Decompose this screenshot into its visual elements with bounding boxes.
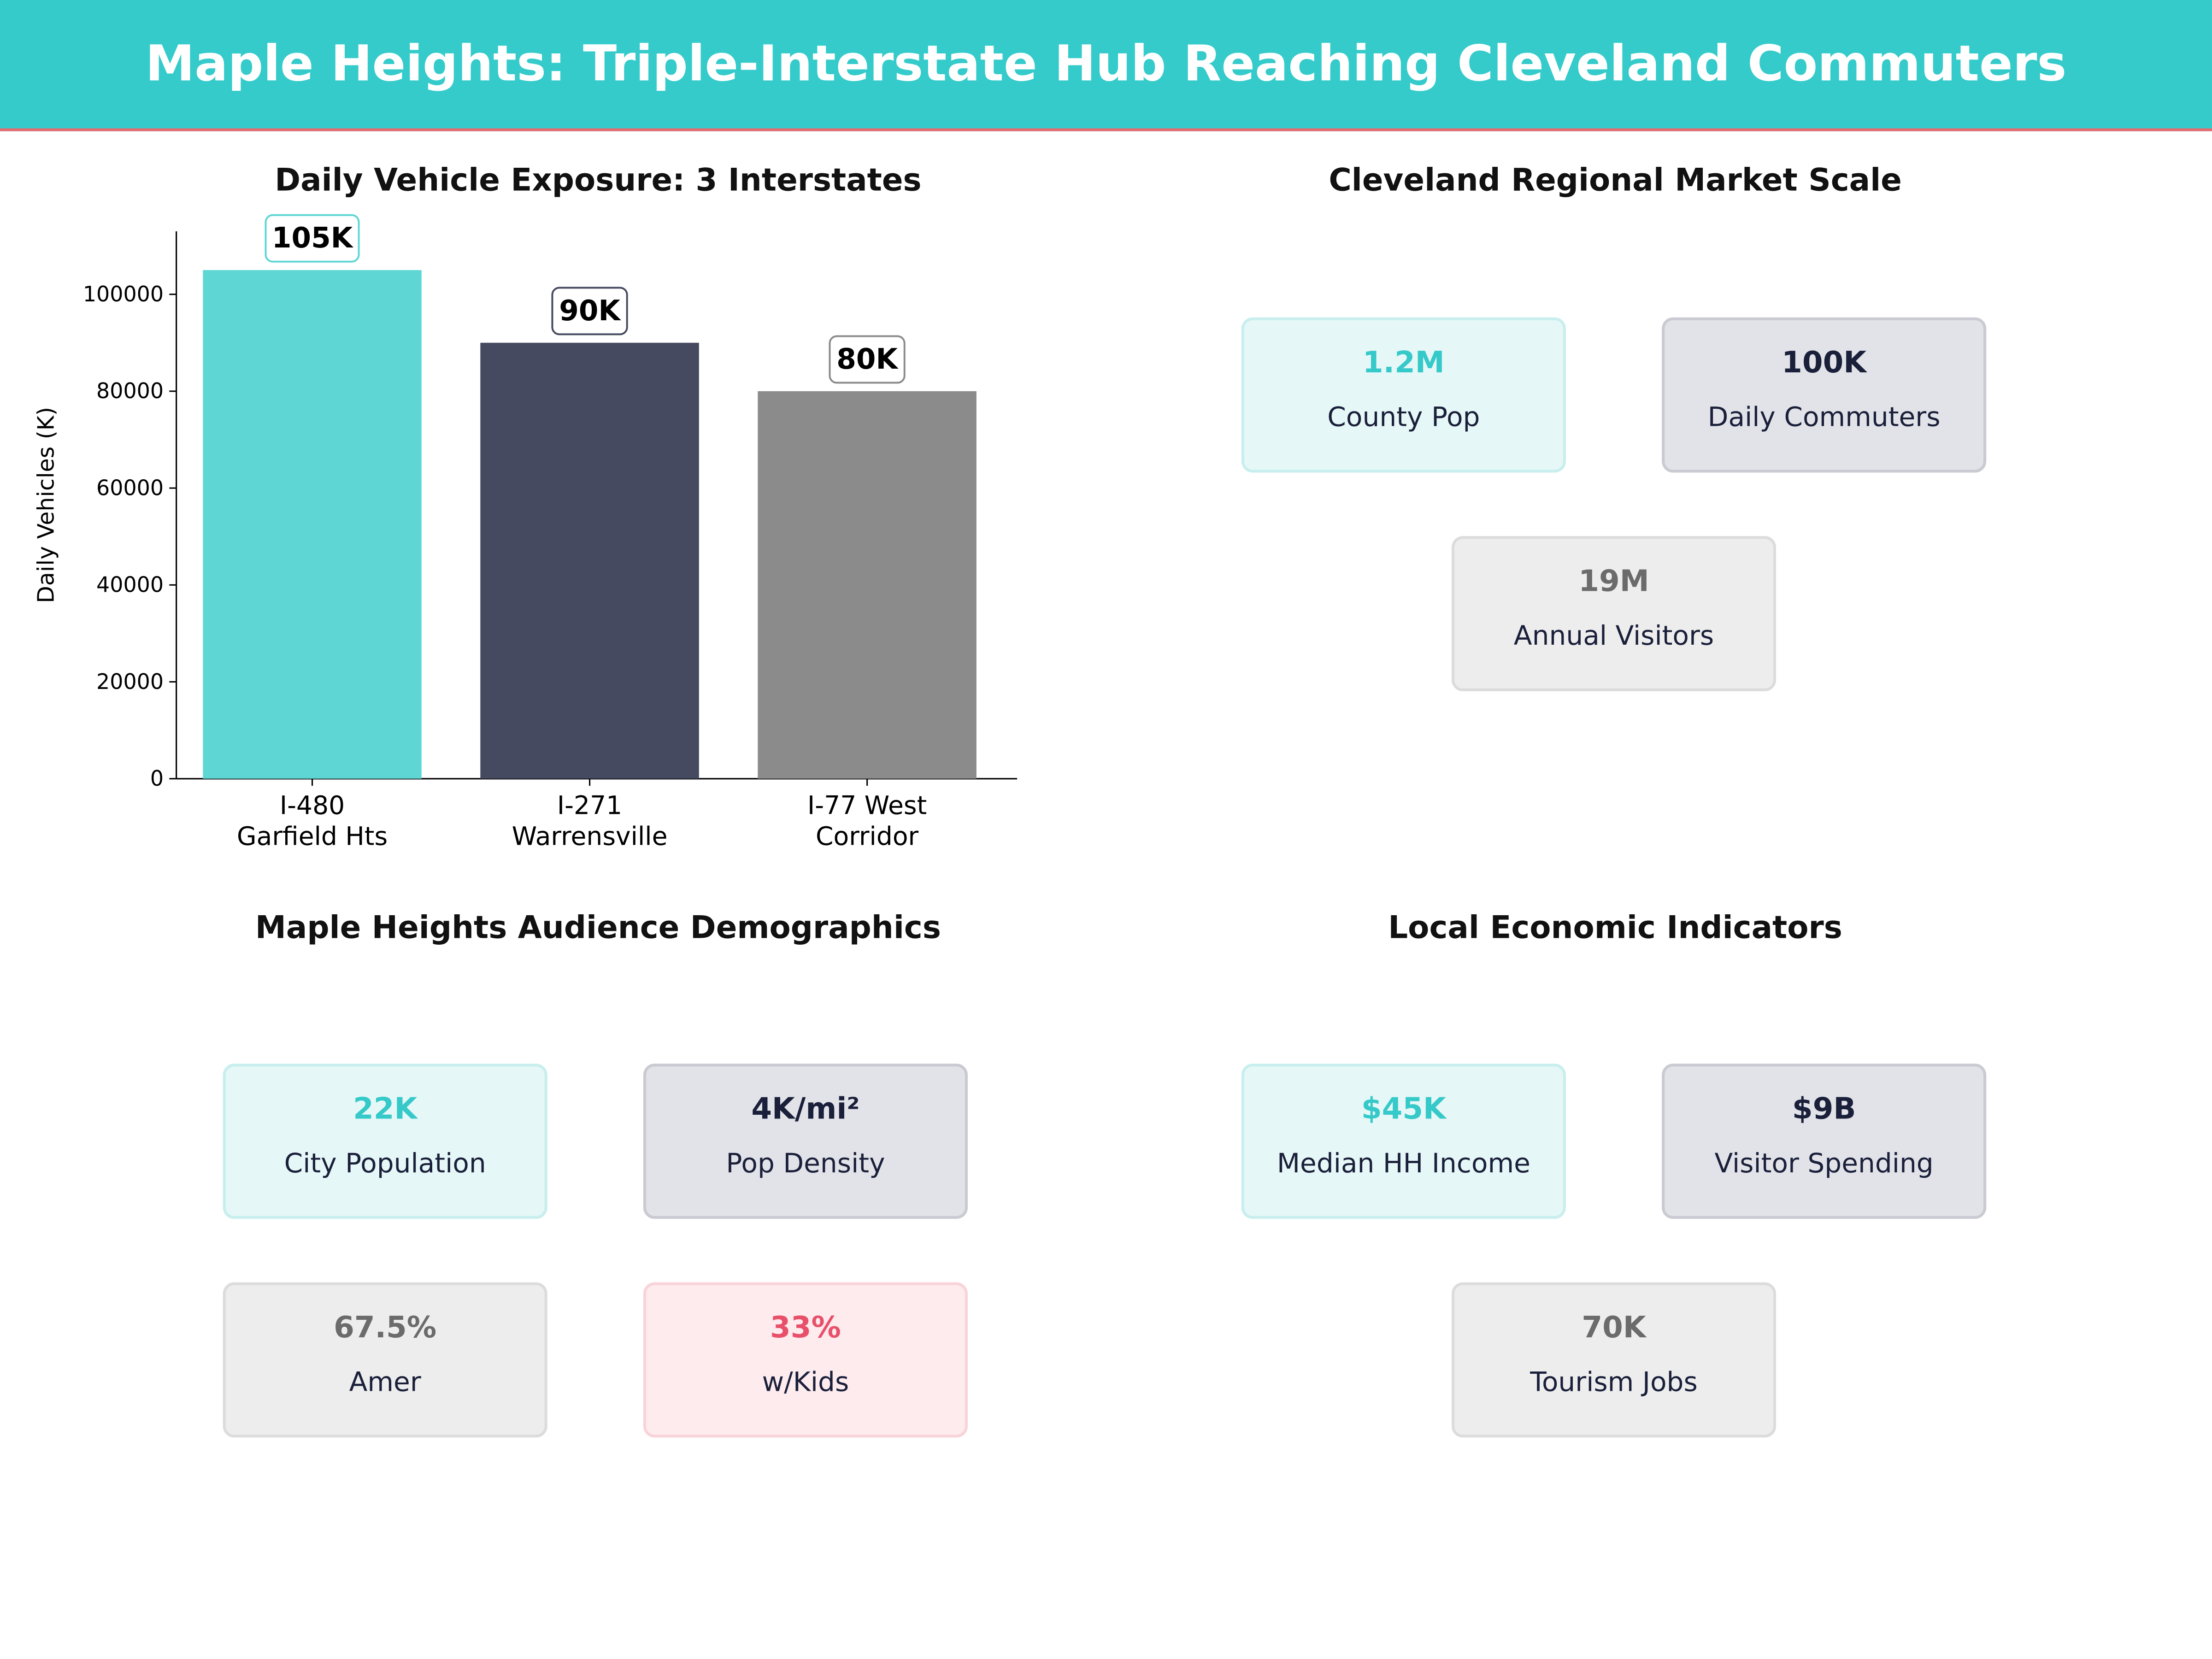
card-value: 4K/mi² xyxy=(751,1092,860,1126)
y-tick-label: 20000 xyxy=(96,669,164,694)
card-label: Tourism Jobs xyxy=(1530,1367,1698,1398)
card-annual-visitors: 19M Annual Visitors xyxy=(1451,536,1777,691)
data-label-box xyxy=(829,335,906,384)
card-tourism-jobs: 70K Tourism Jobs xyxy=(1451,1282,1777,1438)
card-label: City Population xyxy=(284,1148,486,1180)
data-label: 90K xyxy=(559,294,621,327)
card-value: 33% xyxy=(770,1310,841,1345)
card-value: 100K xyxy=(1782,345,1867,380)
card-value: 19M xyxy=(1578,564,1649,598)
x-tick-label: Warrensville xyxy=(512,822,668,851)
card-median-income: $45K Median HH Income xyxy=(1241,1064,1566,1219)
card-city-population: 22K City Population xyxy=(223,1064,547,1219)
data-label: 105K xyxy=(272,222,354,254)
x-tick-label: I-480 xyxy=(280,790,345,820)
card-value: $9B xyxy=(1792,1092,1856,1126)
card-label: Pop Density xyxy=(726,1148,885,1180)
card-value: 70K xyxy=(1582,1310,1646,1345)
card-value: 1.2M xyxy=(1362,345,1445,380)
chart-title: Daily Vehicle Exposure: 3 Interstates xyxy=(275,164,922,199)
card-county-pop: 1.2M County Pop xyxy=(1241,317,1566,473)
y-tick-label: 80000 xyxy=(96,378,164,403)
y-tick-label: 0 xyxy=(150,766,164,791)
bar xyxy=(480,342,699,779)
data-label-box xyxy=(551,287,628,335)
economic-title: Local Economic Indicators xyxy=(1388,911,1842,947)
x-tick-label: Garfield Hts xyxy=(237,822,388,851)
y-tick-label: 100000 xyxy=(83,282,164,306)
card-pop-density: 4K/mi² Pop Density xyxy=(643,1064,968,1219)
page-title: Maple Heights: Triple-Interstate Hub Rea… xyxy=(145,36,2067,93)
x-tick-label: Corridor xyxy=(816,822,918,851)
data-label: 80K xyxy=(836,343,899,376)
card-visitor-spending: $9B Visitor Spending xyxy=(1662,1064,1987,1219)
card-amer: 67.5% Amer xyxy=(223,1282,547,1438)
card-with-kids: 33% w/Kids xyxy=(643,1282,968,1438)
bar xyxy=(758,391,977,779)
market-title: Cleveland Regional Market Scale xyxy=(1329,164,1902,199)
card-label: Daily Commuters xyxy=(1707,402,1941,433)
card-label: Annual Visitors xyxy=(1513,620,1714,652)
card-value: 22K xyxy=(353,1092,418,1126)
card-value: $45K xyxy=(1361,1092,1446,1126)
card-label: County Pop xyxy=(1327,402,1480,433)
demographics-title: Maple Heights Audience Demographics xyxy=(255,911,941,947)
bar-chart: 0 20000 40000 60000 80000 100000 Daily Vehicle… xyxy=(33,214,1018,851)
bar xyxy=(203,270,422,779)
x-tick-label: I-271 xyxy=(557,790,622,820)
y-axis-label: Daily Vehicles (K) xyxy=(33,407,59,603)
card-label: w/Kids xyxy=(762,1367,849,1398)
y-tick-label: 60000 xyxy=(96,475,164,500)
y-tick-label: 40000 xyxy=(96,572,164,597)
card-label: Median HH Income xyxy=(1277,1148,1530,1180)
card-value: 67.5% xyxy=(334,1310,437,1345)
card-daily-commuters: 100K Daily Commuters xyxy=(1662,317,1987,473)
data-label-box xyxy=(265,214,360,263)
card-label: Visitor Spending xyxy=(1714,1148,1934,1180)
x-tick-label: I-77 West xyxy=(807,790,927,820)
header-banner: Maple Heights: Triple-Interstate Hub Rea… xyxy=(0,0,2212,131)
card-label: Amer xyxy=(349,1367,421,1398)
